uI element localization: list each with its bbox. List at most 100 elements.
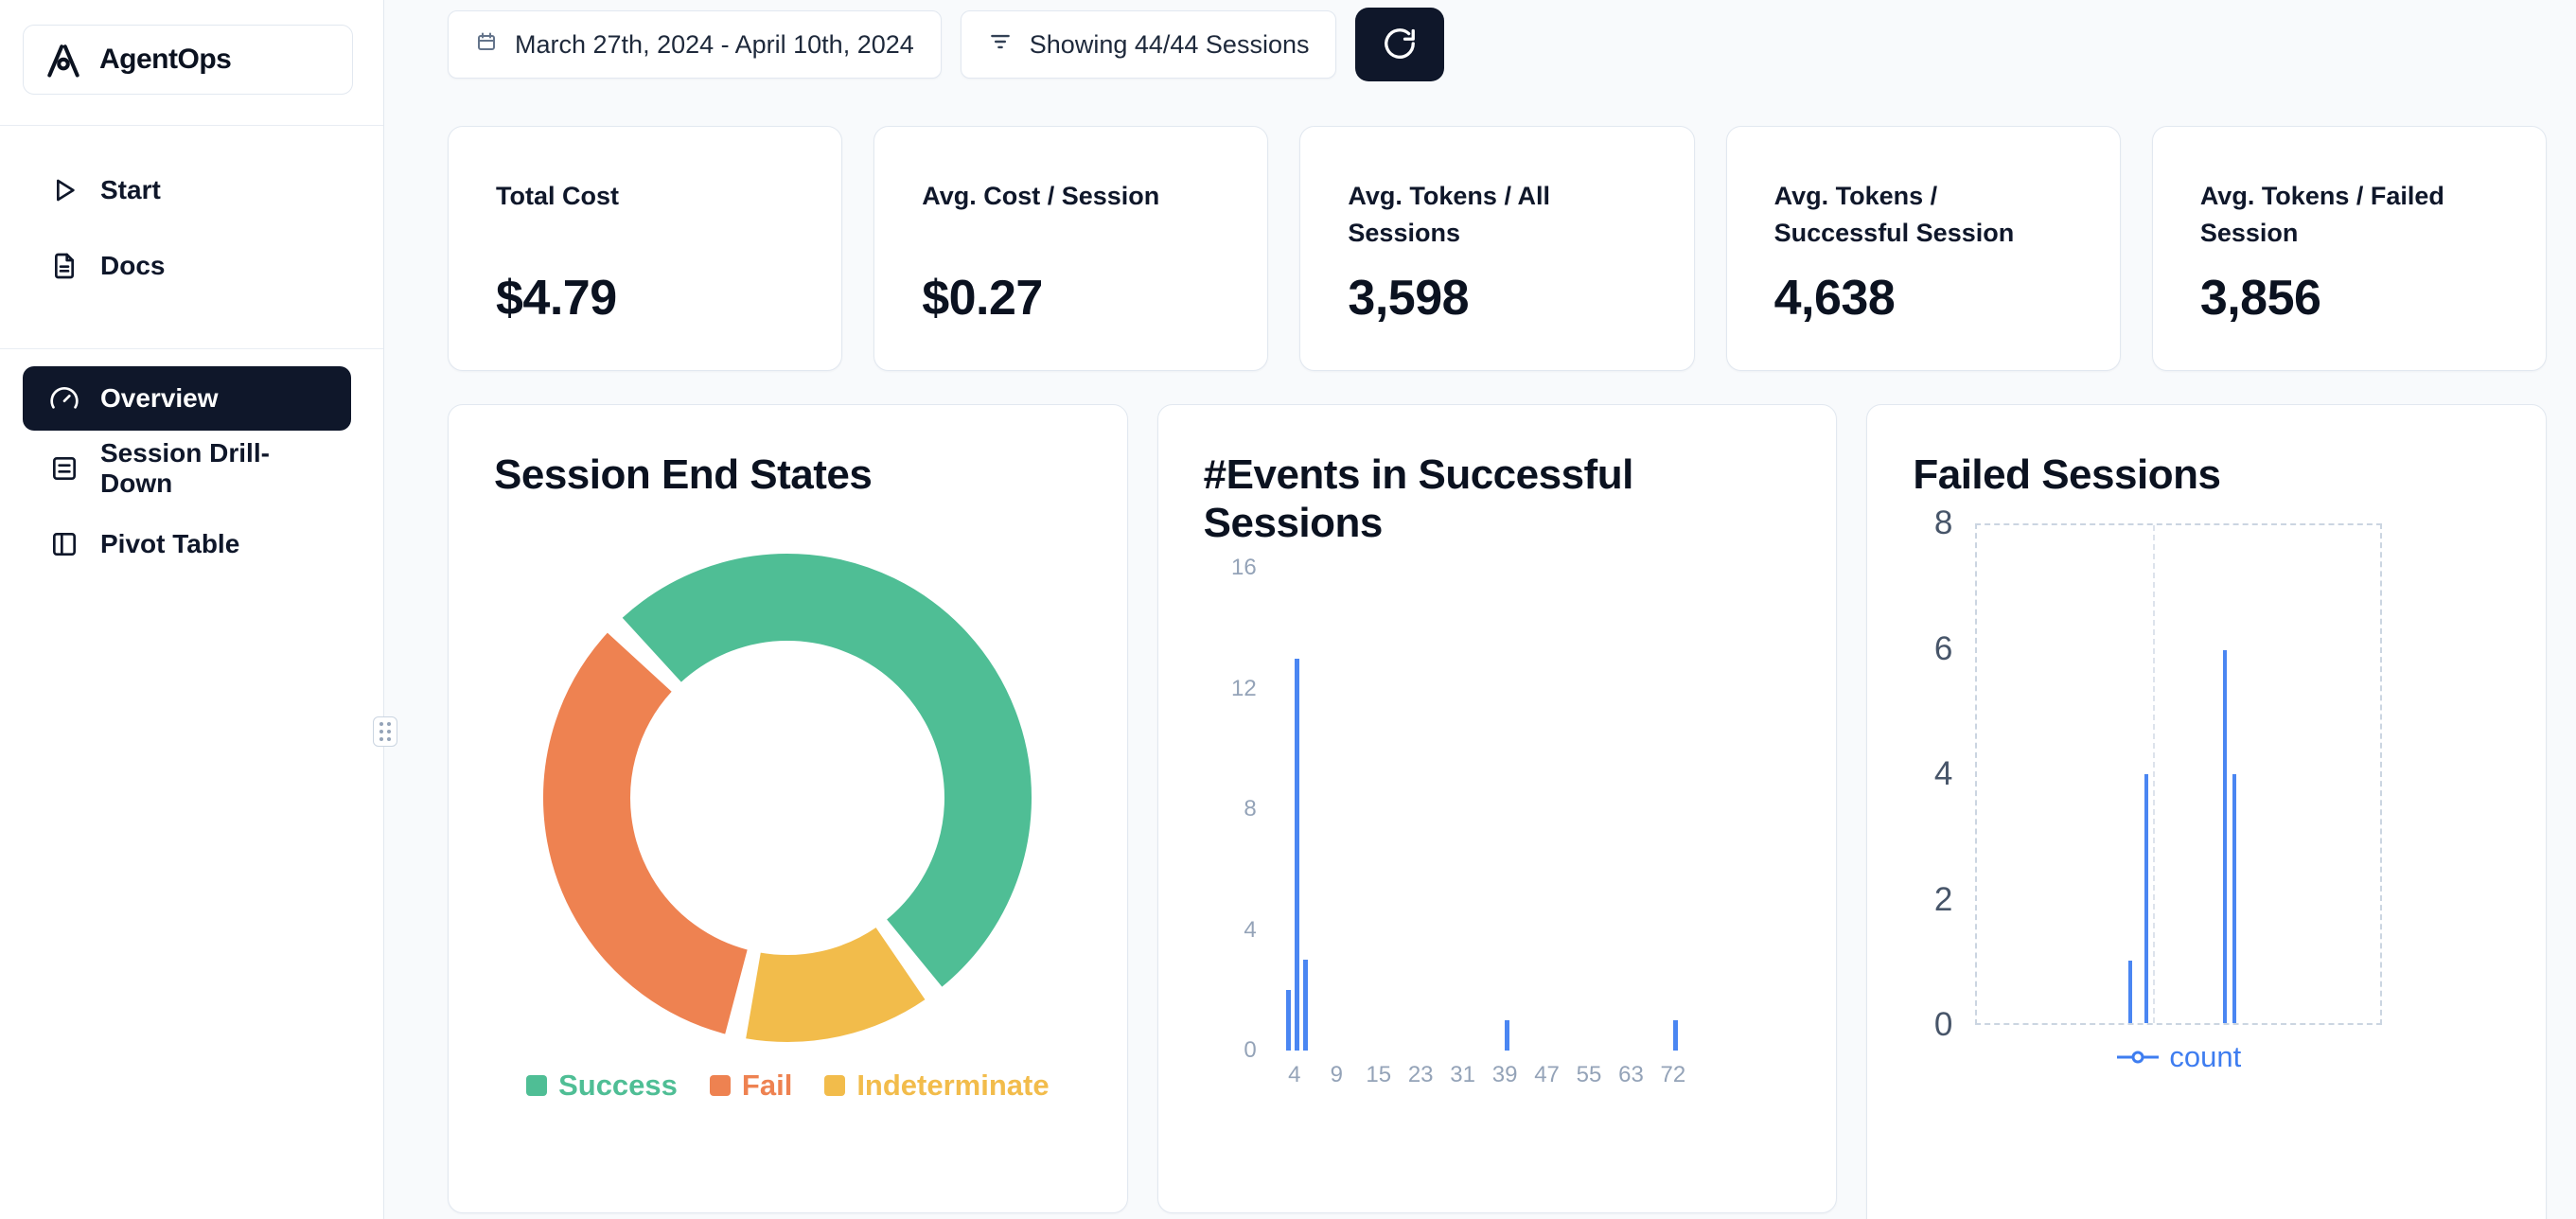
y-tick-label: 4 — [1933, 755, 1953, 793]
legend-label: Indeterminate — [856, 1069, 1050, 1103]
legend-swatch — [526, 1075, 548, 1097]
bar — [1672, 1020, 1678, 1051]
stat-value: $4.79 — [496, 271, 617, 326]
sidebar-item-label: Session Drill-Down — [100, 438, 270, 498]
play-icon — [49, 175, 79, 205]
chart-title: Session End States — [494, 451, 873, 498]
legend-item-success: Success — [526, 1069, 678, 1103]
sidebar-item-session-drill-down[interactable]: Session Drill-Down — [23, 431, 351, 506]
spike — [2232, 774, 2237, 1024]
stat-label: Avg. Tokens / All Sessions — [1348, 182, 1550, 248]
legend-item-indeterminate: Indeterminate — [824, 1069, 1050, 1103]
bar-chart: 0 4 8 12 16 — [1204, 555, 1791, 1063]
gridline — [2152, 525, 2155, 1024]
bar — [1505, 1020, 1510, 1051]
stat-card-avg-tokens-all: Avg. Tokens / All Sessions 3,598 — [1299, 126, 1695, 371]
calendar-icon — [475, 30, 498, 60]
spike — [2223, 649, 2228, 1024]
brand-name: AgentOps — [99, 44, 232, 75]
y-tick-label: 0 — [1933, 1006, 1953, 1044]
session-filter-button[interactable]: Showing 44/44 Sessions — [960, 10, 1337, 79]
stat-value: $0.27 — [922, 271, 1043, 326]
bar-chart-y-axis: 0 4 8 12 16 — [1204, 555, 1270, 1063]
date-range-button[interactable]: March 27th, 2024 - April 10th, 2024 — [448, 10, 942, 79]
y-tick-label: 12 — [1230, 675, 1257, 701]
stat-value: 3,856 — [2199, 271, 2321, 326]
spike — [2127, 961, 2132, 1024]
y-tick-label: 4 — [1244, 916, 1257, 943]
y-tick-label: 16 — [1230, 555, 1257, 581]
events-histogram-card: #Events in Successful Sessions 0 4 8 12 16 4… — [1156, 404, 1838, 1213]
legend-count[interactable]: count — [1975, 1040, 2382, 1074]
refresh-button[interactable] — [1355, 8, 1445, 81]
donut-segment-indeterminate — [543, 554, 1032, 1043]
topbar: March 27th, 2024 - April 10th, 2024 Show… — [448, 8, 2547, 81]
legend-item-fail: Fail — [709, 1069, 793, 1103]
sidebar-item-label: Docs — [100, 251, 166, 280]
filter-icon — [988, 29, 1013, 61]
chart-title: Failed Sessions — [1913, 451, 2221, 498]
stats-row: Total Cost $4.79 Avg. Cost / Session $0.… — [448, 126, 2548, 371]
line-legend-icon — [2117, 1051, 2160, 1064]
sidebar-item-label: Overview — [100, 383, 219, 413]
x-tick-label: 4 — [1288, 1062, 1301, 1088]
sidebar-item-pivot-table[interactable]: Pivot Table — [23, 506, 351, 582]
x-tick-label: 15 — [1366, 1062, 1392, 1088]
x-tick-label: 23 — [1407, 1062, 1434, 1088]
x-tick-label: 63 — [1618, 1062, 1644, 1088]
stat-card-avg-cost-session: Avg. Cost / Session $0.27 — [873, 126, 1269, 371]
y-tick-label: 8 — [1933, 504, 1953, 542]
sidebar: AgentOps Start Docs — [0, 0, 384, 1219]
legend-swatch — [709, 1075, 731, 1097]
y-tick-label: 8 — [1244, 796, 1257, 822]
columns-icon — [49, 529, 79, 559]
sidebar-item-start[interactable]: Start — [23, 152, 351, 228]
stat-card-avg-tokens-failed: Avg. Tokens / Failed Session 3,856 — [2151, 126, 2548, 371]
donut-legend: Success Fail Indeterminate — [494, 1069, 1082, 1103]
sidebar-resize-handle[interactable] — [373, 716, 397, 747]
sidebar-divider — [0, 125, 383, 126]
bar-chart-x-axis: 4 9 15 23 31 39 47 55 63 72 — [1270, 1062, 1765, 1100]
sidebar-item-docs[interactable]: Docs — [23, 228, 351, 304]
stat-card-avg-tokens-successful: Avg. Tokens / Successful Session 4,638 — [1725, 126, 2121, 371]
spike — [2144, 774, 2149, 1024]
donut-segment-success — [543, 554, 1032, 1043]
chart-title: #Events in Successful Sessions — [1203, 451, 1634, 547]
stat-label: Total Cost — [496, 182, 619, 210]
main-content: March 27th, 2024 - April 10th, 2024 Show… — [384, 0, 2576, 1219]
line-chart: 0 2 4 6 8 — [1913, 504, 2500, 1043]
legend-swatch — [824, 1075, 846, 1097]
x-tick-label: 72 — [1660, 1062, 1686, 1088]
y-tick-label: 2 — [1933, 880, 1953, 918]
sidebar-nav-top: Start Docs — [0, 152, 383, 304]
x-tick-label: 31 — [1450, 1062, 1475, 1088]
date-range-label: March 27th, 2024 - April 10th, 2024 — [515, 29, 914, 59]
docs-icon — [49, 251, 79, 281]
line-legend-label: count — [2169, 1040, 2242, 1074]
y-tick-label: 0 — [1244, 1037, 1257, 1064]
sidebar-item-label: Pivot Table — [100, 529, 240, 558]
bar-chart-plot — [1270, 568, 1765, 1051]
line-chart-plot — [1975, 523, 2383, 1026]
legend-label: Success — [558, 1069, 678, 1103]
stat-card-total-cost: Total Cost $4.79 — [448, 126, 843, 371]
legend-label: Fail — [741, 1069, 793, 1103]
stat-value: 4,638 — [1773, 271, 1896, 326]
charts-row: Session End States Success Fail — [448, 404, 2548, 1219]
gauge-icon — [49, 383, 79, 414]
sidebar-divider — [0, 348, 383, 349]
session-end-states-card: Session End States Success Fail — [448, 404, 1128, 1213]
stat-value: 3,598 — [1348, 271, 1470, 326]
x-tick-label: 55 — [1576, 1062, 1602, 1088]
bar — [1294, 658, 1299, 1051]
y-tick-label: 6 — [1933, 629, 1953, 667]
sidebar-nav-main: Overview Session Drill-Down Pivot Table — [0, 366, 383, 582]
bar — [1302, 960, 1308, 1051]
agentops-logo-icon — [43, 39, 84, 80]
sidebar-item-overview[interactable]: Overview — [23, 366, 351, 431]
x-tick-label: 9 — [1330, 1062, 1343, 1088]
brand[interactable]: AgentOps — [23, 25, 353, 95]
stat-label: Avg. Tokens / Failed Session — [2199, 182, 2444, 248]
refresh-icon — [1382, 26, 1418, 64]
sidebar-item-label: Start — [100, 175, 161, 204]
